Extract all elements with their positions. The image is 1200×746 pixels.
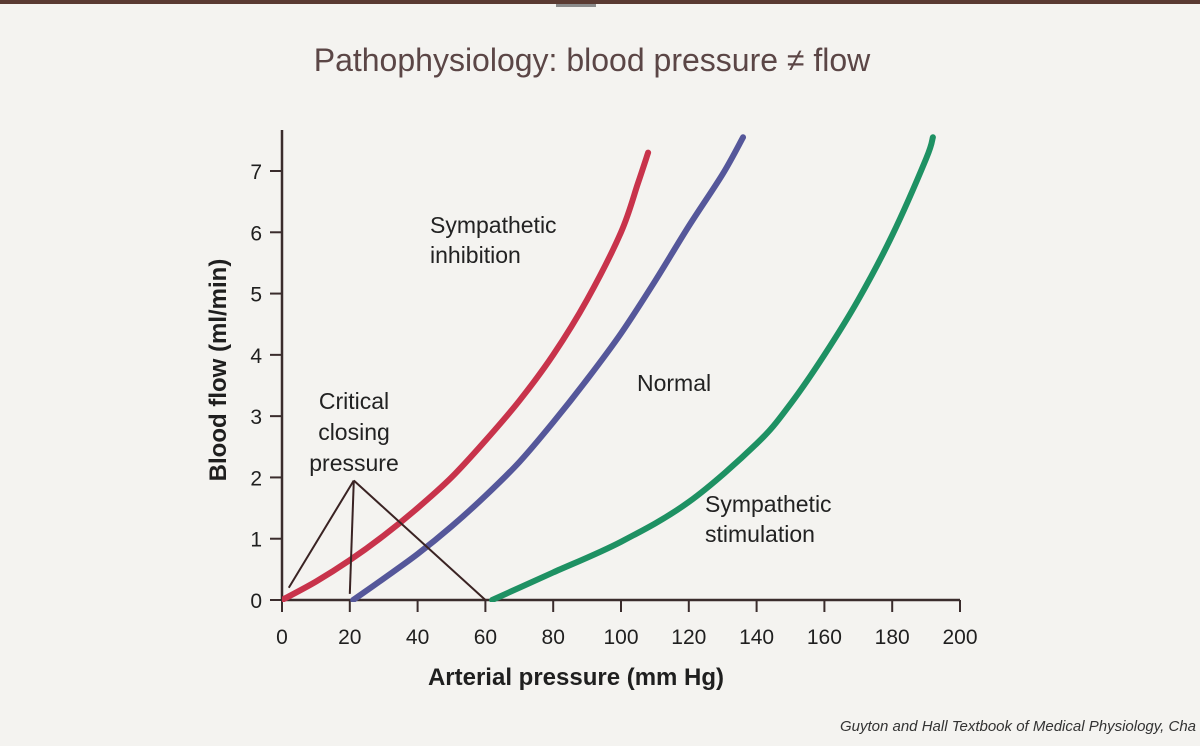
critical-pressure-pointer-right xyxy=(353,479,487,601)
y-tick-label: 0 xyxy=(250,590,262,613)
series-line-normal xyxy=(350,134,747,602)
critical-pressure-pointer-middle xyxy=(348,480,355,594)
label-normal-line: Normal xyxy=(637,370,711,396)
y-tick-label: 4 xyxy=(250,345,262,368)
x-tick-label: 160 xyxy=(807,626,842,649)
y-tick-label: 5 xyxy=(250,284,262,307)
y-tick-label: 1 xyxy=(250,529,262,552)
label-sympathetic-inhibition-line: Sympathetic xyxy=(430,212,557,238)
label-critical-closing-pressure-line: pressure xyxy=(309,450,398,476)
y-tick-label: 6 xyxy=(250,222,262,245)
label-critical-closing-pressure-line: Critical xyxy=(319,388,389,414)
label-critical-closing-pressure: Critical closing pressure xyxy=(309,388,398,476)
x-tick-label: 20 xyxy=(338,626,361,649)
x-tick-label: 100 xyxy=(603,626,638,649)
x-tick-label: 40 xyxy=(406,626,429,649)
series-layer xyxy=(282,134,936,602)
y-axis-label: Blood flow (ml/min) xyxy=(205,259,232,482)
x-axis-label: Arterial pressure (mm Hg) xyxy=(428,664,724,691)
critical-pressure-pointer-left xyxy=(287,479,355,589)
label-sympathetic-stimulation: Sympathetic stimulation xyxy=(705,491,832,547)
label-sympathetic-inhibition: Sympathetic inhibition xyxy=(430,212,557,268)
slide-title: Pathophysiology: blood pressure ≠ flow xyxy=(313,42,871,78)
series-line-sympathetic-inhibition xyxy=(282,149,652,602)
y-tick-label: 2 xyxy=(250,467,262,490)
label-critical-closing-pressure-line: closing xyxy=(318,419,390,445)
label-sympathetic-stimulation-line: stimulation xyxy=(705,521,815,547)
annotation-layer: Sympathetic inhibition Normal Sympathetic st… xyxy=(287,212,832,601)
top-border-bar xyxy=(0,0,1200,4)
label-sympathetic-inhibition-line: inhibition xyxy=(430,242,521,268)
x-tick-label: 60 xyxy=(474,626,497,649)
y-tick-label: 7 xyxy=(250,161,262,184)
x-tick-label: 0 xyxy=(276,626,288,649)
x-tick-label: 140 xyxy=(739,626,774,649)
x-tick-label: 180 xyxy=(875,626,910,649)
x-tick-label: 120 xyxy=(671,626,706,649)
top-tab-marker xyxy=(556,4,596,7)
label-normal: Normal xyxy=(637,370,711,396)
citation-text: Guyton and Hall Textbook of Medical Phys… xyxy=(839,718,1196,735)
y-tick-label: 3 xyxy=(250,406,262,429)
x-tick-label: 200 xyxy=(942,626,977,649)
chart-axes: 0 20 40 60 80 100 120 140 160 180 200 0 1 2 3 4 5 6 7 Arter… xyxy=(205,130,978,691)
series-line-sympathetic-stimulation xyxy=(489,134,936,602)
label-sympathetic-stimulation-line: Sympathetic xyxy=(705,491,832,517)
x-tick-label: 80 xyxy=(542,626,565,649)
